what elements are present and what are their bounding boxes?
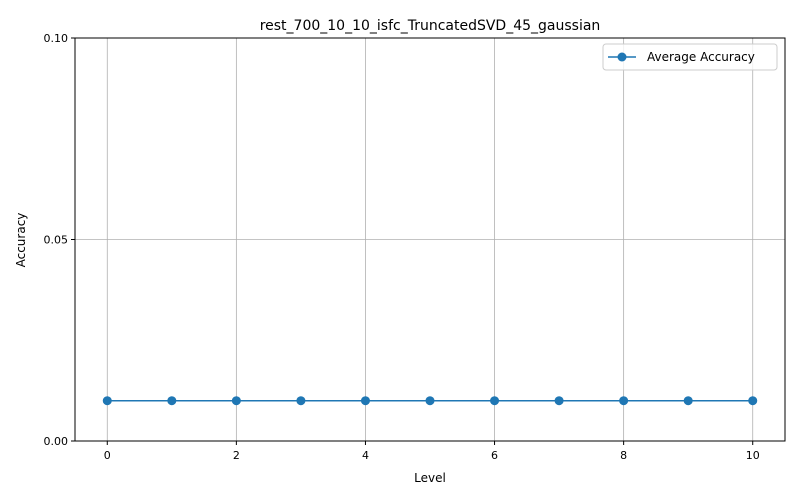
legend-label: Average Accuracy (647, 50, 755, 64)
y-tick-label: 0.10 (44, 32, 69, 45)
legend-marker-swatch (617, 52, 627, 62)
x-axis-label: Level (414, 471, 446, 485)
data-point (619, 396, 629, 406)
x-tick-label: 0 (104, 449, 111, 462)
x-tick-label: 8 (620, 449, 627, 462)
data-point (554, 396, 564, 406)
data-point (425, 396, 435, 406)
data-point (102, 396, 112, 406)
x-axis-ticks: 0 2 4 6 8 10 (104, 441, 760, 462)
series-layer (102, 396, 758, 406)
y-axis-ticks: 0.00 0.05 0.10 (44, 32, 75, 448)
y-tick-label: 0.00 (44, 435, 69, 448)
x-tick-label: 2 (233, 449, 240, 462)
data-point (748, 396, 758, 406)
data-point (490, 396, 500, 406)
legend: Average Accuracy (602, 43, 778, 71)
chart-title: rest_700_10_10_isfc_TruncatedSVD_45_gaus… (260, 18, 601, 34)
data-point (231, 396, 241, 406)
x-tick-label: 4 (362, 449, 369, 462)
x-tick-label: 10 (746, 449, 760, 462)
y-tick-label: 0.05 (44, 234, 69, 247)
data-point (167, 396, 177, 406)
data-point (683, 396, 693, 406)
legend-box (602, 43, 778, 71)
x-tick-label: 6 (491, 449, 498, 462)
y-axis-label: Accuracy (14, 213, 28, 268)
data-point (296, 396, 306, 406)
data-point (360, 396, 370, 406)
